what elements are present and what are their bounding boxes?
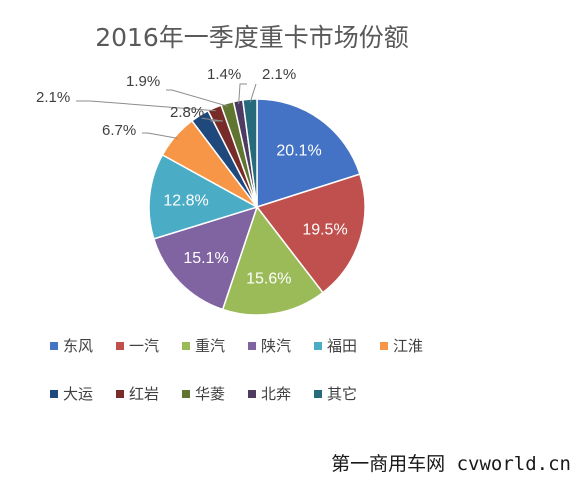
legend-item-4: 陕汽: [248, 337, 291, 355]
legend-label: 其它: [327, 385, 357, 403]
legend-label: 红岩: [129, 385, 159, 403]
pie-slice-5: [148, 153, 259, 240]
legend-label: 重汽: [195, 337, 225, 355]
pie-slices: [148, 98, 366, 316]
legend-item-7: 大运: [50, 385, 93, 403]
legend-marker: [50, 342, 58, 350]
legend-label: 一汽: [129, 337, 159, 355]
watermark-text: 第一商用车网 cvworld.cn: [331, 453, 571, 475]
leader-line-9: [166, 89, 229, 107]
pie-slice-4: [152, 205, 259, 311]
legend-item-6: 江淮: [380, 337, 423, 355]
data-label-8: 2.1%: [36, 89, 70, 106]
legend-label: 福田: [327, 337, 357, 355]
legend-item-2: 一汽: [116, 337, 159, 355]
legend-label: 陕汽: [261, 337, 291, 355]
legend-marker: [116, 342, 124, 350]
data-label-7: 2.8%: [170, 104, 204, 121]
legend-marker: [248, 342, 256, 350]
pie-slice-2: [255, 173, 366, 294]
pie-slice-1: [256, 98, 361, 209]
data-label-9: 1.9%: [126, 73, 160, 90]
legend-item-11: 其它: [314, 385, 357, 403]
pie-slice-11: [241, 98, 258, 208]
legend-marker: [182, 390, 190, 398]
data-label-3: 15.6%: [246, 270, 291, 287]
legend-item-9: 华菱: [182, 385, 225, 403]
legend-label: 华菱: [195, 385, 225, 403]
legend-marker: [314, 342, 322, 350]
legend-item-5: 福田: [314, 337, 357, 355]
legend-label: 北奔: [261, 385, 291, 403]
leader-line-6: [142, 132, 178, 139]
data-label-2: 19.5%: [302, 221, 347, 238]
leader-line-10: [238, 83, 247, 104]
legend-marker: [116, 390, 124, 398]
legend-marker: [314, 390, 322, 398]
legend-item-3: 重汽: [182, 337, 225, 355]
legend-marker: [50, 390, 58, 398]
data-label-11: 2.1%: [262, 66, 296, 83]
leader-line-7: [201, 117, 224, 122]
data-labels: 20.1% 19.5% 15.6% 15.1% 12.8% 6.7% 2.8% 2.1% 1.9…: [36, 66, 348, 287]
legend-item-8: 红岩: [116, 385, 159, 403]
data-label-5: 12.8%: [163, 193, 208, 210]
leader-line-8: [76, 100, 216, 112]
data-label-10: 1.4%: [207, 66, 241, 83]
legend-marker: [248, 390, 256, 398]
legend-label: 江淮: [393, 337, 423, 355]
pie-slice-3: [221, 205, 324, 316]
leader-lines: [76, 83, 257, 139]
legend-item-1: 东风: [50, 337, 93, 355]
data-label-6: 6.7%: [102, 122, 136, 139]
leader-line-11: [249, 83, 257, 103]
chart-title: 2016年一季度重卡市场份额: [95, 23, 409, 52]
legend-label: 大运: [63, 385, 93, 403]
legend-marker: [380, 342, 388, 350]
data-label-1: 20.1%: [276, 142, 321, 159]
legend-marker: [182, 342, 190, 350]
data-label-4: 15.1%: [183, 250, 228, 267]
legend-label: 东风: [63, 337, 93, 355]
legend-item-10: 北奔: [248, 385, 291, 403]
